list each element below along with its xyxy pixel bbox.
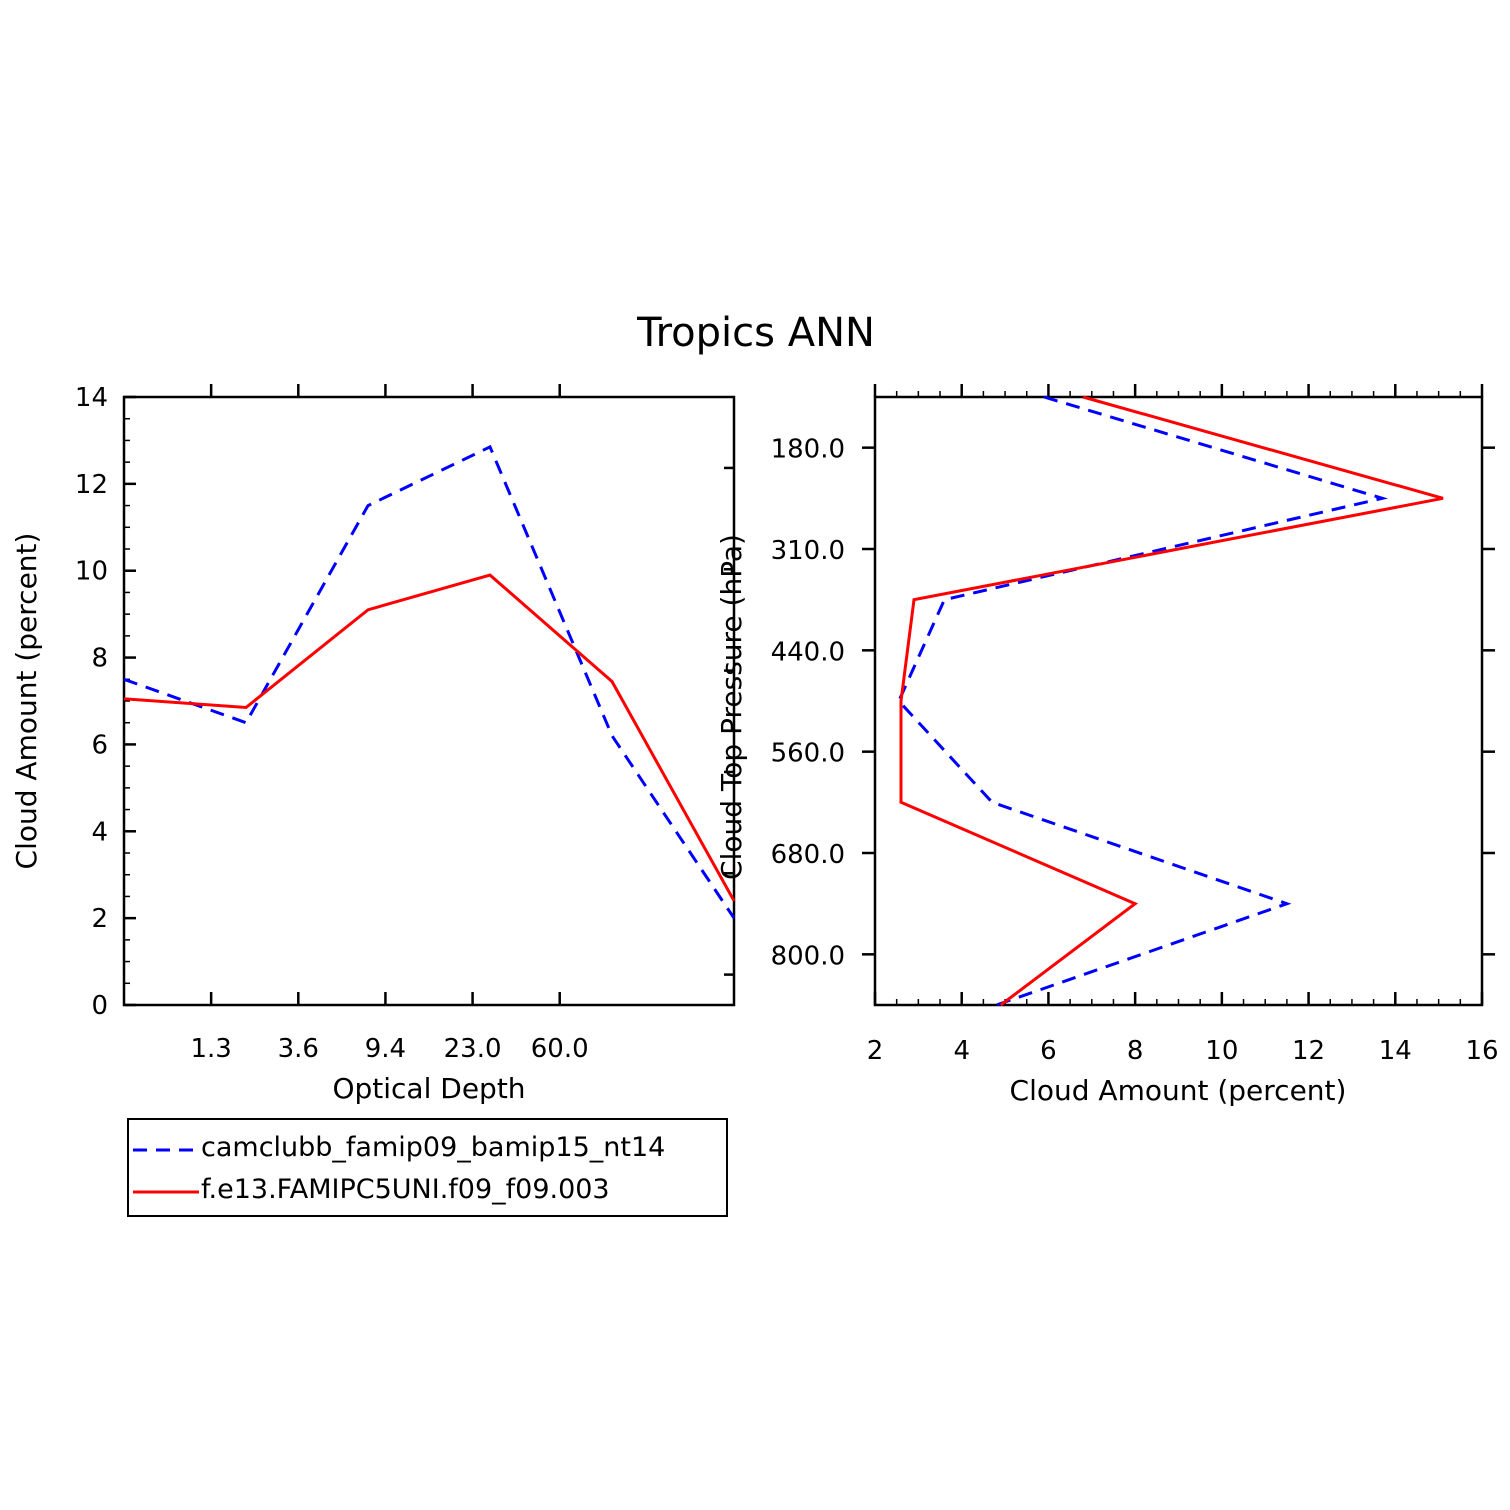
y-tick-label: 10 bbox=[75, 557, 108, 587]
optical-depth-panel: 0 2 4 6 8 10 12 14 1.3 3.6 9.4 23.0 60.0 Optical Dep… bbox=[10, 383, 736, 1105]
x-tick-label: 3.6 bbox=[278, 1034, 319, 1064]
y-tick-label: 680.0 bbox=[771, 840, 845, 870]
x-tick-label: 6 bbox=[1040, 1036, 1057, 1066]
y-tick-label: 310.0 bbox=[771, 536, 845, 566]
y-tick-label: 8 bbox=[91, 644, 108, 674]
series-line bbox=[123, 573, 736, 902]
figure-title: Tropics ANN bbox=[636, 310, 875, 356]
x-tick-label: 10 bbox=[1205, 1036, 1238, 1066]
x-tick-label: 1.3 bbox=[190, 1034, 231, 1064]
y-tick-label: 4 bbox=[91, 817, 108, 847]
legend-swatch-dashed bbox=[133, 1148, 199, 1152]
y-tick-label: 12 bbox=[75, 470, 108, 500]
right-y-axis-label: Cloud Top Pressure (hPa) bbox=[715, 534, 748, 880]
legend-entry: f.e13.FAMIPC5UNI.f09_f09.003 bbox=[129, 1170, 726, 1210]
x-tick-label: 8 bbox=[1127, 1036, 1144, 1066]
x-tick-label: 4 bbox=[953, 1036, 970, 1066]
y-tick-label: 6 bbox=[91, 730, 108, 760]
left-plot-frame bbox=[122, 395, 736, 1007]
left-series-lines bbox=[123, 444, 736, 919]
right-plot-frame bbox=[873, 395, 1484, 1007]
x-tick-label: 14 bbox=[1379, 1036, 1412, 1066]
left-y-axis-label: Cloud Amount (percent) bbox=[10, 533, 43, 870]
y-tick-label: 180.0 bbox=[771, 435, 845, 465]
right-x-axis-label: Cloud Amount (percent) bbox=[1010, 1074, 1347, 1107]
x-tick-label: 16 bbox=[1465, 1036, 1498, 1066]
y-tick-label: 2 bbox=[91, 904, 108, 934]
series-line bbox=[899, 395, 1444, 1007]
legend: camclubb_famip09_bamip15_nt14 f.e13.FAMI… bbox=[127, 1118, 728, 1217]
right-axis-ticks: 2 4 6 8 10 12 14 16 180.0 310.0 440.0 560.0 680.0 800… bbox=[771, 384, 1499, 1066]
series-line bbox=[897, 395, 1389, 1007]
cloud-top-pressure-panel: 2 4 6 8 10 12 14 16 180.0 310.0 440.0 560.0 680.0 800… bbox=[715, 384, 1499, 1107]
x-tick-label: 60.0 bbox=[531, 1034, 589, 1064]
right-series-lines bbox=[897, 395, 1444, 1007]
legend-swatch-solid bbox=[133, 1190, 199, 1194]
y-tick-label: 440.0 bbox=[771, 637, 845, 667]
legend-label: f.e13.FAMIPC5UNI.f09_f09.003 bbox=[201, 1174, 610, 1205]
y-tick-label: 800.0 bbox=[771, 941, 845, 971]
x-tick-label: 9.4 bbox=[365, 1034, 406, 1064]
series-line bbox=[123, 444, 736, 919]
y-tick-label: 14 bbox=[75, 383, 108, 413]
legend-label: camclubb_famip09_bamip15_nt14 bbox=[201, 1132, 666, 1163]
legend-entry: camclubb_famip09_bamip15_nt14 bbox=[129, 1128, 726, 1168]
x-tick-label: 2 bbox=[867, 1036, 884, 1066]
left-axis-ticks: 0 2 4 6 8 10 12 14 1.3 3.6 9.4 23.0 60.0 bbox=[75, 383, 734, 1064]
x-tick-label: 23.0 bbox=[444, 1034, 502, 1064]
y-tick-label: 560.0 bbox=[771, 739, 845, 769]
y-tick-label: 0 bbox=[91, 991, 108, 1021]
x-tick-label: 12 bbox=[1292, 1036, 1325, 1066]
left-x-axis-label: Optical Depth bbox=[332, 1072, 525, 1105]
